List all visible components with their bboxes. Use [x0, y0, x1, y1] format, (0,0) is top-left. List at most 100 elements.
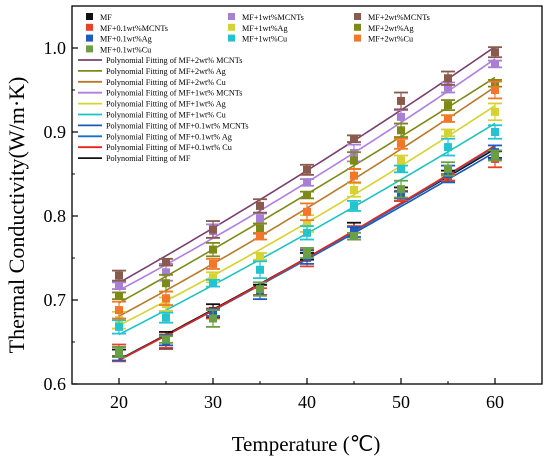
- marker-square: [350, 201, 358, 210]
- x-tick-label-1: 30: [204, 392, 222, 412]
- marker-square: [162, 294, 170, 303]
- y-tick-label-1: 0.7: [44, 290, 67, 310]
- legend-label: MF: [100, 13, 112, 22]
- marker-square: [115, 291, 123, 300]
- point-7-4: [300, 163, 314, 176]
- legend-fit-3: Polynomial Fitting of MF+1wt% MCNTs: [78, 89, 242, 98]
- point-6-0: [112, 319, 126, 335]
- marker-square: [350, 185, 358, 194]
- point-6-2: [206, 278, 220, 288]
- axes: 20 30 40 50 60 0.6 0.7 0.8 0.9 1.0: [44, 5, 543, 412]
- marker-square: [303, 207, 311, 216]
- marker-square: [444, 128, 452, 137]
- marker-square: [256, 214, 264, 223]
- legend-fit-1: Polynomial Fitting of MF+2wt% Ag: [78, 67, 226, 76]
- marker-square: [256, 232, 264, 241]
- marker-square: [209, 225, 217, 234]
- legend-item-7: MF+2wt%MCNTs: [354, 13, 430, 22]
- point-5-5: [347, 182, 361, 198]
- marker-square: [209, 273, 217, 282]
- marker-square: [256, 201, 264, 210]
- point-7-7: [441, 70, 455, 86]
- point-6-3: [253, 260, 267, 280]
- point-5-3: [253, 252, 267, 261]
- legend-label: MF+2wt%MCNTs: [368, 13, 430, 22]
- marker-square: [397, 96, 405, 105]
- point-9-4: [300, 202, 314, 222]
- point-8-1: [159, 273, 173, 293]
- marker-square: [303, 165, 311, 174]
- legend-marker-square: [228, 23, 235, 31]
- y-tick-label-0: 0.6: [44, 374, 67, 394]
- point-3-6: [394, 179, 408, 199]
- marker-square: [209, 314, 217, 323]
- legend-label: MF+0.1wt%Ag: [100, 35, 152, 44]
- legend-marker-square: [354, 13, 361, 20]
- point-8-0: [112, 291, 126, 301]
- marker-square: [491, 107, 499, 116]
- legend-label: MF+1wt%MCNTs: [242, 13, 304, 22]
- marker-square: [491, 48, 499, 57]
- point-7-6: [394, 91, 408, 111]
- marker-square: [115, 306, 123, 315]
- legend-item-5: MF+1wt%Ag: [228, 23, 288, 33]
- marker-square: [303, 191, 311, 199]
- marker-square: [491, 151, 499, 160]
- legend-fit-8: Polynomial Fitting of MF+0.1wt% Cu: [78, 143, 232, 152]
- marker-square: [350, 134, 358, 143]
- legend-label: MF+1wt%Ag: [242, 24, 288, 33]
- point-7-3: [253, 198, 267, 214]
- point-9-5: [347, 168, 361, 184]
- legend-fit-label: Polynomial Fitting of MF+1wt% MCNTs: [106, 89, 242, 98]
- point-8-4: [300, 190, 314, 200]
- point-3-4: [300, 247, 314, 259]
- point-9-7: [441, 114, 455, 123]
- legend-fit-label: Polynomial Fitting of MF+0.1wt% Cu: [106, 143, 232, 152]
- point-4-8: [488, 59, 502, 69]
- point-5-7: [441, 128, 455, 138]
- marker-square: [444, 83, 452, 92]
- marker-square: [303, 228, 311, 237]
- point-9-8: [488, 80, 502, 100]
- marker-square: [115, 281, 123, 290]
- legend-fit-label: Polynomial Fitting of MF+2wt% MCNTs: [106, 56, 242, 65]
- point-9-6: [394, 137, 408, 150]
- y-tick-label-3: 0.9: [44, 122, 67, 142]
- marker-square: [350, 156, 358, 165]
- legend-marker-square: [86, 13, 93, 20]
- marker-square: [397, 126, 405, 135]
- point-9-2: [206, 257, 220, 270]
- marker-square: [444, 164, 452, 173]
- point-9-3: [253, 231, 267, 241]
- legend-item-0: MF: [86, 13, 112, 22]
- legend-item-6: MF+1wt%Cu: [228, 34, 287, 44]
- marker-square: [350, 232, 358, 241]
- legend-fit-label: Polynomial Fitting of MF+0.1wt% Ag: [106, 132, 232, 141]
- point-4-0: [112, 281, 126, 290]
- marker-square: [491, 86, 499, 94]
- marker-square: [491, 59, 499, 68]
- marker-square: [444, 101, 452, 110]
- x-tick-label-3: 50: [392, 392, 410, 412]
- legend-fit-label: Polynomial Fitting of MF: [106, 154, 191, 163]
- marker-square: [303, 178, 311, 187]
- legend-fit-5: Polynomial Fitting of MF+1wt% Cu: [78, 111, 226, 120]
- point-3-5: [347, 231, 361, 241]
- legend-item-3: MF+0.1wt%Cu: [86, 45, 151, 54]
- legend-marker-square: [228, 13, 235, 20]
- legend-fit-7: Polynomial Fitting of MF+0.1wt% Ag: [78, 132, 232, 141]
- marker-square: [115, 322, 123, 331]
- point-8-2: [206, 241, 220, 258]
- legend-marker-square: [228, 34, 235, 42]
- legend-fit-4: Polynomial Fitting of MF+1wt% Ag: [78, 100, 226, 109]
- point-3-0: [112, 346, 126, 359]
- legend-label: MF+0.1wt%Cu: [100, 45, 151, 54]
- data-markers: [112, 46, 502, 363]
- legend-fit-label: Polynomial Fitting of MF+2wt% Ag: [106, 67, 226, 76]
- point-5-8: [488, 102, 502, 122]
- legend-item-1: MF+0.1wt%MCNTs: [86, 23, 168, 33]
- marker-square: [162, 268, 170, 277]
- marker-square: [256, 224, 264, 233]
- point-3-8: [488, 149, 502, 162]
